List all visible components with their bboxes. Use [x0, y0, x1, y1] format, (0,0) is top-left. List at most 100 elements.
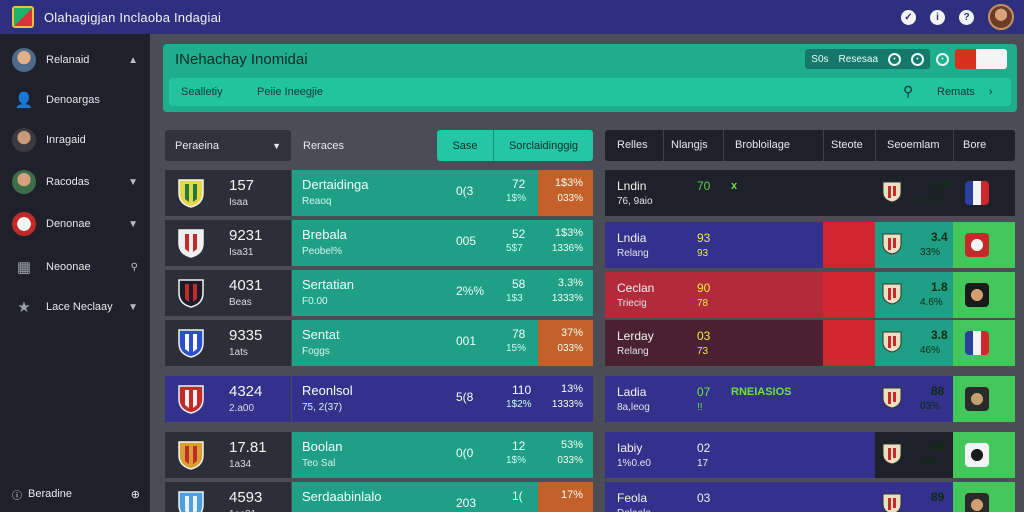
search-input[interactable]: Peiie Ineegjie: [257, 86, 324, 98]
flag-button[interactable]: [955, 49, 1007, 69]
match-value: 07: [697, 385, 711, 399]
column-header[interactable]: Relles: [617, 139, 648, 151]
sidebar-item-racodas[interactable]: Racodas ▼: [12, 168, 140, 196]
info-icon[interactable]: i: [930, 9, 945, 25]
tab-standing[interactable]: Sorclaidinggig: [493, 130, 593, 161]
odds-cell[interactable]: 53% 033%: [538, 432, 593, 478]
chevron-down-icon: ▼: [272, 140, 281, 151]
table-row[interactable]: 4031 Beas Sertatian F0.00 2%% 58 1$3 3.3…: [165, 270, 593, 316]
column-header[interactable]: Nlangjs: [671, 139, 708, 151]
stat-sub: 33%: [920, 247, 941, 258]
team-cell[interactable]: Brebala Peobel% 005 52 5$7: [292, 220, 538, 266]
refresh-icon[interactable]: •: [911, 52, 924, 66]
odds-value: 1$3%: [554, 227, 583, 239]
column-header[interactable]: Steote: [831, 139, 863, 151]
table-row[interactable]: 4593 1as31 Serdaabinlalo 203 1( 17%: [165, 482, 593, 512]
row-number: 9335: [229, 327, 263, 344]
grid-icon: ▦: [16, 259, 32, 276]
odds-cell[interactable]: 1$3% 1336%: [538, 220, 593, 266]
club-crest-icon: [882, 331, 902, 353]
team-cell[interactable]: Sentat Foggs 001 78 15%: [292, 320, 538, 366]
column-header[interactable]: Bore: [963, 139, 987, 151]
chevron-up-icon: ▲: [128, 54, 138, 66]
row-subnumber: 1ats: [229, 347, 248, 358]
stat-value: 72: [512, 177, 526, 191]
row-number: 9231: [229, 227, 263, 244]
row-segment: [723, 320, 823, 366]
team-cell[interactable]: Sertatian F0.00 2%% 58 1$3: [292, 270, 538, 316]
number-cell: 17.81 1a34: [217, 432, 291, 478]
toggle-icon[interactable]: •: [936, 52, 949, 66]
odds-cell[interactable]: 3.3% 1333%: [538, 270, 593, 316]
match-value: 90: [697, 281, 711, 295]
sidebar-item-denonae[interactable]: Denonae ▼: [12, 210, 140, 238]
table-row[interactable]: 157 Isaa Dertaidinga Reaoq 0(3 72 1$% 1$…: [165, 170, 593, 216]
table-row[interactable]: Iabiy 1%0.e0 02 17 00 48%: [605, 432, 1015, 478]
sidebar-item-label: Racodas: [46, 176, 90, 188]
club-crest-icon: [178, 229, 204, 258]
table-row[interactable]: Ladia 8a,leog 07 !! RNEIASIOS 88 03%: [605, 376, 1015, 422]
sidebar-item-denoargas[interactable]: 👤 Denoargas: [12, 86, 140, 114]
search-bar[interactable]: Sealletiy Peiie Ineegjie ⚲ Remats ›: [169, 78, 1011, 106]
table-row[interactable]: Lndia Relang 93 93 3.4 33%: [605, 222, 1015, 268]
row-number: 4593: [229, 489, 263, 506]
app-title: Olahagigjan Inclaoba Indagiai: [44, 9, 222, 25]
odds-cell[interactable]: 13% 1333%: [538, 376, 593, 422]
row-segment: [723, 170, 823, 216]
filter-dropdown[interactable]: Peraeina ▼: [165, 130, 291, 161]
sidebar-item-inragaid[interactable]: Inragaid: [12, 126, 140, 154]
odds-cell[interactable]: 17%: [538, 482, 593, 512]
odds-cell[interactable]: 37% 033%: [538, 320, 593, 366]
odds-cell[interactable]: 1$3% 033%: [538, 170, 593, 216]
sidebar-item-neoonae[interactable]: ▦ Neoonae ⚲: [12, 253, 140, 281]
flag-icon[interactable]: [965, 233, 989, 257]
match-value-sub: 73: [697, 346, 709, 357]
column-header[interactable]: Brobloilage: [735, 139, 791, 151]
flag-icon[interactable]: [965, 331, 989, 355]
row-segment: [723, 432, 823, 478]
column-header-results[interactable]: Reraces: [303, 139, 344, 152]
row-segment: [823, 482, 875, 512]
settings-icon[interactable]: •: [888, 52, 901, 66]
table-row[interactable]: 9335 1ats Sentat Foggs 001 78 15% 37% 03…: [165, 320, 593, 366]
table-row[interactable]: 4324 2.a00 Reonlsol 75, 2(37) 5(8 110 1$…: [165, 376, 593, 422]
table-row[interactable]: Lndin 76, 9aio 70 x 3.4 4.3%: [605, 170, 1015, 216]
user-avatar[interactable]: [988, 4, 1014, 30]
team-cell[interactable]: Serdaabinlalo 203 1(: [292, 482, 538, 512]
team-sub: Reaoq: [302, 196, 332, 207]
flag-icon[interactable]: [965, 443, 989, 467]
team-name: Serdaabinlalo: [302, 489, 382, 504]
stat-value: 58: [512, 277, 526, 291]
column-header[interactable]: Seoemlam: [887, 139, 940, 151]
tab-score[interactable]: Sase: [437, 130, 493, 161]
sidebar-bottom-item[interactable]: ⓘ Beradine ⊕: [12, 486, 140, 502]
club-crest-icon: [178, 329, 204, 358]
help-icon[interactable]: ?: [959, 9, 974, 25]
club-crest-icon: [178, 491, 204, 512]
table-row[interactable]: Feola Dolaale 03 89: [605, 482, 1015, 512]
stat-sub: 1$2%: [506, 399, 532, 410]
search-icon[interactable]: ⚲: [903, 83, 914, 99]
flag-icon[interactable]: [965, 181, 989, 205]
stat-sub: 1$%: [506, 455, 527, 466]
table-row[interactable]: Lerday Relang 03 73 3.8 46%: [605, 320, 1015, 366]
score-value: 0(3: [456, 184, 474, 198]
search-submit-button[interactable]: Remats ›: [927, 78, 1011, 106]
add-circle-icon[interactable]: ⊕: [130, 488, 140, 501]
sidebar-item-label: Inragaid: [46, 134, 86, 146]
flag-icon[interactable]: [965, 493, 989, 512]
filter-pill[interactable]: S0s Resesaa • •: [805, 49, 930, 69]
sidebar-item-lace-neclaay[interactable]: ★ Lace Neclaay ▼: [12, 293, 140, 321]
table-row[interactable]: Ceclan Triecig 90 78 1.8 4.6%: [605, 272, 1015, 318]
team-cell[interactable]: Dertaidinga Reaoq 0(3 72 1$%: [292, 170, 538, 216]
flag-icon[interactable]: [965, 387, 989, 411]
table-row[interactable]: 17.81 1a34 Boolan Teo Sal 0(0 12 1$% 53%…: [165, 432, 593, 478]
check-circle-icon[interactable]: ✓: [901, 9, 916, 25]
row-segment: [605, 320, 723, 366]
table-row[interactable]: 9231 Isa31 Brebala Peobel% 005 52 5$7 1$…: [165, 220, 593, 266]
sidebar-item-relanaid[interactable]: Relanaid ▲: [12, 46, 140, 74]
team-cell[interactable]: Boolan Teo Sal 0(0 12 1$%: [292, 432, 538, 478]
flag-icon[interactable]: [965, 283, 989, 307]
team-cell[interactable]: Reonlsol 75, 2(37) 5(8 110 1$2%: [292, 376, 538, 422]
stat-sub: 1$%: [506, 193, 527, 204]
